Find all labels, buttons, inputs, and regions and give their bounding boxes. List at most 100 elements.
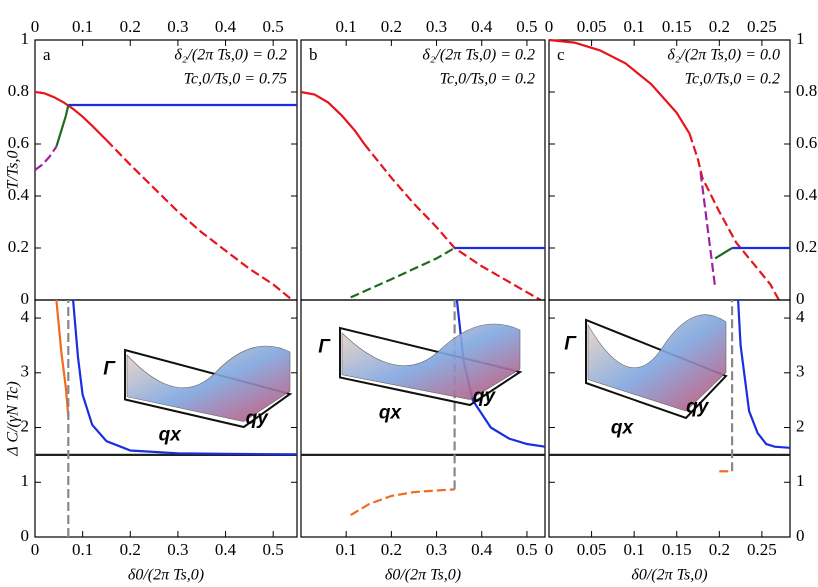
- x-tick-label: 0.1: [336, 540, 357, 559]
- y-tick-label: 0: [796, 526, 805, 545]
- panel-letter: c: [557, 45, 565, 64]
- y-tick-label: 4: [796, 307, 805, 326]
- y-axis-label: T/Ts,0: [5, 151, 22, 190]
- data-line: [300, 90, 366, 145]
- x-tick-label: 0.25: [747, 540, 777, 559]
- x-tick-label: 0.4: [471, 17, 493, 36]
- y-tick-label: 1: [796, 471, 805, 490]
- data-line: [350, 488, 455, 517]
- series-group: [34, 90, 297, 301]
- inset-label: qx: [611, 418, 635, 439]
- x-axis-label: δ0/(2π Ts,0): [128, 567, 204, 584]
- inset-label: qx: [379, 402, 403, 423]
- panel-letter: a: [43, 45, 51, 64]
- panel-letter: b: [309, 45, 318, 64]
- data-line: [34, 145, 58, 171]
- inset-label: qx: [159, 424, 183, 445]
- x-tick-label: 0.5: [263, 540, 284, 559]
- x-tick-label: 0.25: [747, 17, 777, 36]
- annotation: δ₂/(2π Ts,0) = 0.2: [422, 47, 535, 64]
- x-axis-label: δ0/(2π Ts,0): [385, 567, 461, 584]
- data-line: [737, 299, 791, 449]
- y-tick-label: 1: [796, 29, 805, 48]
- inset-label: Γ: [103, 358, 116, 379]
- x-tick-label: 0.3: [426, 17, 447, 36]
- x-tick-label: 0.05: [577, 17, 607, 36]
- y-tick-label: 0.8: [796, 81, 817, 100]
- inset-surface: [587, 314, 727, 412]
- data-line: [55, 299, 70, 417]
- x-tick-label: 0.1: [624, 540, 645, 559]
- annotation: Tc,0/Ts,0 = 0.2: [440, 71, 535, 88]
- inset-label: qy: [686, 397, 710, 418]
- plot-frame: [34, 299, 298, 538]
- data-line: [72, 299, 298, 456]
- x-tick-label: 0.3: [167, 17, 188, 36]
- plot-frame: [300, 299, 546, 538]
- inset-label: qy: [246, 408, 270, 429]
- y-tick-label: 0.2: [8, 237, 29, 256]
- y-tick-label: 1: [21, 471, 30, 490]
- data-line: [714, 247, 733, 260]
- y-tick-label: 2: [21, 416, 30, 435]
- series-group: [300, 90, 545, 301]
- x-tick-label: 0.4: [471, 540, 493, 559]
- data-line: [363, 143, 542, 301]
- y-tick-label: 0: [21, 289, 30, 308]
- inset-label: Γ: [564, 334, 577, 355]
- x-tick-label: 0.05: [577, 540, 607, 559]
- x-tick-label: 0: [31, 17, 40, 36]
- x-tick-label: 0.1: [72, 17, 93, 36]
- x-tick-label: 0.15: [662, 540, 692, 559]
- y-axis-label: Δ C/(γN Tc): [5, 381, 22, 456]
- plot-frame: [548, 299, 791, 538]
- data-line: [55, 104, 70, 147]
- x-tick-label: 0.5: [516, 17, 537, 36]
- x-tick-label: 0.2: [381, 17, 402, 36]
- annotation: Tc,0/Ts,0 = 0.75: [184, 71, 287, 88]
- data-line: [105, 139, 293, 301]
- x-tick-label: 0: [545, 17, 554, 36]
- x-tick-label: 0.2: [120, 17, 141, 36]
- annotation: δ₂/(2π Ts,0) = 0.2: [174, 47, 287, 64]
- annotation: δ₂/(2π Ts,0) = 0.0: [667, 47, 780, 64]
- x-tick-label: 0.1: [72, 540, 93, 559]
- y-tick-label: 0.2: [796, 237, 817, 256]
- inset-surface: [126, 345, 291, 422]
- x-tick-label: 0.1: [624, 17, 645, 36]
- y-tick-label: 0: [796, 289, 805, 308]
- x-tick-label: 0.5: [516, 540, 537, 559]
- inset-label: Γ: [318, 336, 331, 357]
- x-tick-label: 0.2: [709, 540, 730, 559]
- x-tick-label: 0.4: [215, 540, 237, 559]
- inset-label: qy: [473, 386, 497, 407]
- x-tick-label: 0.1: [336, 17, 357, 36]
- y-tick-label: 0.8: [8, 81, 29, 100]
- x-tick-label: 0.3: [167, 540, 188, 559]
- y-tick-label: 2: [796, 416, 805, 435]
- data-line: [699, 172, 717, 288]
- series-group: [548, 38, 790, 301]
- y-tick-label: 0.6: [796, 133, 817, 152]
- inset-surface: [341, 323, 521, 400]
- series-group: [35, 299, 298, 537]
- x-tick-label: 0.15: [662, 17, 692, 36]
- x-axis-label: δ0/(2π Ts,0): [631, 567, 707, 584]
- y-tick-label: 3: [796, 362, 805, 381]
- data-line: [548, 38, 691, 135]
- x-tick-label: 0.2: [120, 540, 141, 559]
- data-line: [350, 247, 456, 299]
- y-tick-label: 1: [21, 29, 30, 48]
- x-tick-label: 0.2: [709, 17, 730, 36]
- y-tick-label: 0.6: [8, 133, 29, 152]
- data-line: [34, 90, 108, 141]
- x-tick-label: 0.3: [426, 540, 447, 559]
- y-tick-label: 0.4: [796, 185, 818, 204]
- x-tick-label: 0.5: [263, 17, 284, 36]
- y-tick-label: 0: [21, 526, 30, 545]
- series-group: [549, 299, 791, 473]
- x-tick-label: 0.2: [381, 540, 402, 559]
- x-tick-label: 0: [545, 540, 554, 559]
- x-tick-label: 0.4: [215, 17, 237, 36]
